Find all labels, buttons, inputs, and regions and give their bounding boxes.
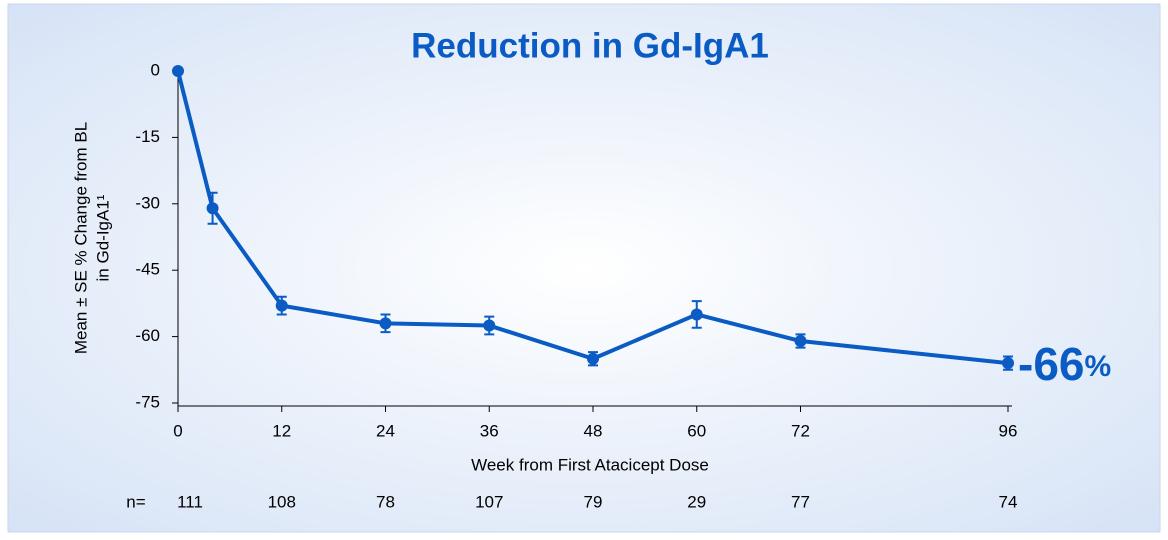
annotation-unit: % (1084, 350, 1111, 383)
marker (483, 319, 496, 332)
n-label: n= (126, 492, 145, 511)
y-tick-label: -60 (135, 326, 160, 345)
marker (206, 202, 219, 215)
marker (794, 335, 807, 348)
chart-title: Reduction in Gd-IgA1 (411, 26, 769, 65)
end-annotation: -66% (1018, 338, 1111, 390)
y-tick-label: -15 (135, 127, 160, 146)
background (7, 3, 1161, 533)
marker (1002, 357, 1014, 370)
x-tick-label: 72 (791, 421, 810, 440)
marker (587, 352, 599, 365)
y-tick-label: -30 (135, 193, 160, 212)
y-tick-label: 0 (151, 60, 160, 79)
y-axis-label: in Gd-IgA1¹ (93, 194, 112, 281)
annotation-value: -66 (1018, 338, 1084, 390)
marker (379, 317, 392, 330)
n-count: 29 (687, 492, 706, 511)
x-tick-label: 48 (584, 421, 603, 440)
x-tick-label: 36 (480, 421, 499, 440)
marker (172, 65, 184, 77)
x-tick-label: 12 (272, 421, 291, 440)
n-count: 108 (268, 492, 296, 511)
x-tick-label: 24 (376, 421, 395, 440)
n-count: 107 (475, 492, 503, 511)
n-count: 111 (177, 492, 203, 511)
n-count: 74 (999, 492, 1018, 511)
n-count: 79 (584, 492, 603, 511)
x-tick-label: 0 (173, 421, 182, 440)
y-tick-label: -45 (135, 260, 160, 279)
x-tick-label: 60 (687, 421, 706, 440)
y-axis-label: Mean ± SE % Change from BL (71, 122, 90, 354)
x-tick-label: 96 (999, 421, 1018, 440)
marker (690, 308, 703, 321)
marker (275, 299, 288, 312)
n-count: 78 (376, 492, 395, 511)
y-tick-label: -75 (135, 392, 160, 411)
x-axis-label: Week from First Atacicept Dose (471, 455, 709, 474)
n-count: 77 (791, 492, 810, 511)
